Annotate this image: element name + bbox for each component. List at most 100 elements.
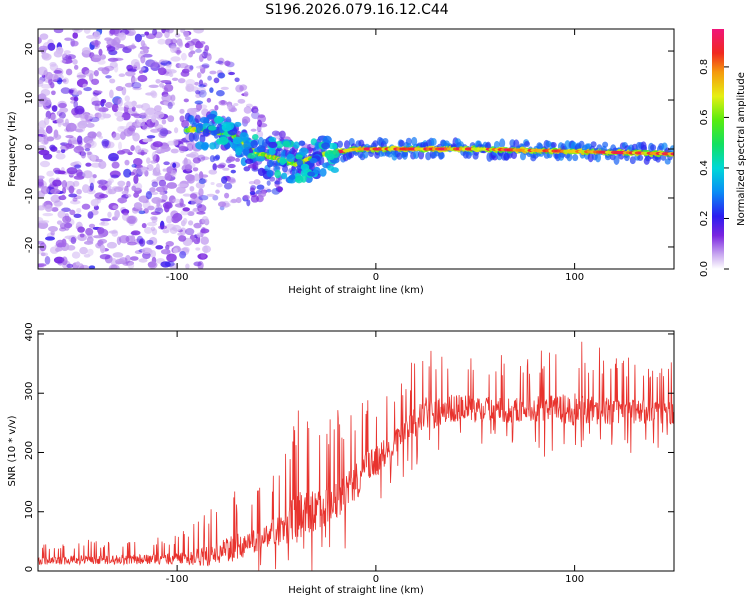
snr-x-tick-label: 100 xyxy=(565,574,584,585)
heatmap-cell xyxy=(150,211,161,216)
heatmap-cell xyxy=(123,168,132,178)
heatmap-cell xyxy=(256,145,266,153)
heatmap-cell xyxy=(137,74,148,83)
heatmap-cell xyxy=(74,124,86,133)
heatmap-cell xyxy=(209,142,217,150)
heatmap-cell xyxy=(209,70,217,75)
heatmap-cell xyxy=(140,165,147,174)
heatmap-cell xyxy=(38,136,43,143)
heatmap-cell xyxy=(188,42,194,51)
heatmap-cell xyxy=(133,158,143,166)
heatmap-cell xyxy=(300,169,308,177)
heatmap-cell xyxy=(116,150,126,155)
heatmap-cell xyxy=(91,78,100,85)
heatmap-cell xyxy=(161,118,167,125)
heatmap-cell xyxy=(160,60,172,66)
heatmap-cell xyxy=(139,112,147,118)
heatmap-cell xyxy=(182,207,190,212)
heatmap-cell xyxy=(57,210,66,219)
snr-y-tick-label: 400 xyxy=(24,322,35,341)
heatmap-cell xyxy=(121,190,129,195)
heatmap-cell xyxy=(55,153,66,160)
heatmap-cell xyxy=(38,79,44,85)
heatmap-cell xyxy=(51,105,58,112)
spectrogram-x-axis-label: Height of straight line (km) xyxy=(288,285,424,296)
heatmap-cell xyxy=(187,220,194,226)
heatmap-cell xyxy=(138,70,144,74)
heatmap-cell xyxy=(124,95,130,102)
heatmap-cell xyxy=(68,193,78,198)
heatmap-cell xyxy=(179,108,185,114)
heatmap-cell xyxy=(80,150,87,159)
heatmap-cell xyxy=(199,117,210,124)
heatmap-cell xyxy=(77,233,87,242)
heatmap-cell xyxy=(203,245,208,254)
heatmap-cell xyxy=(170,148,179,154)
heatmap-cell xyxy=(413,149,420,159)
heatmap-cell xyxy=(274,169,282,179)
heatmap-cell xyxy=(156,175,167,182)
spectrogram-y-tick-label: 20 xyxy=(24,43,35,56)
heatmap-cell xyxy=(286,153,295,163)
heatmap-cell xyxy=(85,162,92,167)
heatmap-cell xyxy=(109,78,116,84)
heatmap-cell xyxy=(200,228,210,234)
heatmap-cell xyxy=(38,175,45,180)
heatmap-cell xyxy=(151,29,158,36)
heatmap-cell xyxy=(195,48,202,53)
heatmap-cell xyxy=(44,71,53,80)
heatmap-cell xyxy=(288,174,296,180)
heatmap-cell xyxy=(99,244,106,254)
heatmap-cell xyxy=(98,111,106,120)
heatmap-cell xyxy=(202,128,210,137)
heatmap-cell xyxy=(129,256,139,261)
heatmap-cell xyxy=(98,221,110,226)
heatmap-cell xyxy=(250,128,257,132)
heatmap-cell xyxy=(132,86,142,91)
heatmap-cell xyxy=(63,50,71,55)
heatmap-cell xyxy=(102,140,109,149)
heatmap-cell xyxy=(150,226,156,232)
heatmap-cell xyxy=(125,70,136,77)
heatmap-cell xyxy=(164,204,170,213)
heatmap-cell xyxy=(269,176,276,182)
heatmap-cell xyxy=(47,225,59,232)
heatmap-cell xyxy=(240,157,248,167)
heatmap-cell xyxy=(82,170,93,179)
heatmap-cell xyxy=(200,236,209,245)
heatmap-cell xyxy=(217,201,227,208)
chart-title: S196.2026.079.16.12.C44 xyxy=(265,2,449,18)
heatmap-cell xyxy=(38,120,47,129)
heatmap-cell xyxy=(337,140,343,148)
heatmap-cell xyxy=(110,29,120,35)
heatmap-cell xyxy=(372,140,379,147)
heatmap-cell xyxy=(72,180,80,187)
heatmap-cell xyxy=(313,166,321,175)
heatmap-cell xyxy=(93,69,99,77)
heatmap-cell xyxy=(138,258,148,263)
heatmap-cell xyxy=(76,207,82,214)
heatmap-cell xyxy=(189,185,195,192)
heatmap-cell xyxy=(38,149,50,156)
heatmap-cell xyxy=(180,52,187,61)
heatmap-cell xyxy=(67,138,78,144)
heatmap-cell xyxy=(172,247,178,254)
heatmap-cell xyxy=(38,45,49,51)
heatmap-cell xyxy=(227,163,236,169)
heatmap-cell xyxy=(162,184,168,192)
heatmap-cell xyxy=(41,53,52,61)
heatmap-cell xyxy=(195,90,201,95)
heatmap-cell xyxy=(158,225,168,230)
heatmap-cell xyxy=(139,66,146,71)
snr-y-axis-label: SNR (10 * v/v) xyxy=(7,415,18,486)
heatmap-cell xyxy=(243,166,251,172)
heatmap-cell xyxy=(170,38,178,45)
spectrogram-y-axis-label: Frequency (Hz) xyxy=(7,111,18,187)
heatmap-cell xyxy=(94,90,103,94)
heatmap-cell xyxy=(53,70,63,74)
heatmap-cell xyxy=(135,104,144,109)
heatmap-cell xyxy=(271,130,280,136)
heatmap-cell xyxy=(42,212,54,217)
heatmap-cell xyxy=(163,161,170,166)
heatmap-cell xyxy=(55,46,64,55)
